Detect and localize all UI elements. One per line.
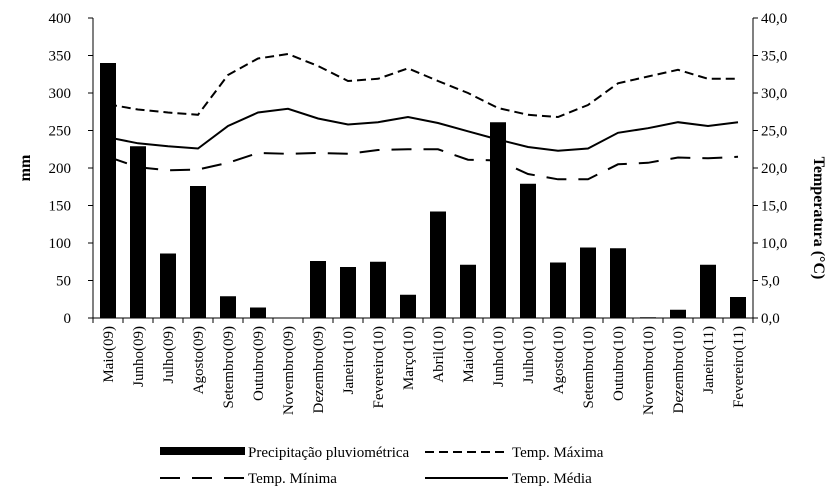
line-temp-minima xyxy=(107,148,739,181)
x-tick-label: Janeiro(10) xyxy=(341,326,357,394)
bar-julho-09 xyxy=(160,253,176,318)
bar-setembro-10 xyxy=(580,247,596,318)
bar-marco-10 xyxy=(400,294,416,318)
left-tick-label: 150 xyxy=(49,199,72,215)
left-tick-label: 0 xyxy=(64,311,72,327)
x-tick-label: Julho(10) xyxy=(521,326,537,384)
legend-label-temp-mean: Temp. Média xyxy=(512,471,592,487)
bar-setembro-09 xyxy=(220,296,236,318)
left-tick-label: 200 xyxy=(49,161,72,177)
bar-agosto-09 xyxy=(190,186,206,318)
legend-item-temp-min: Temp. Mínima xyxy=(160,471,337,487)
bar-dezembro-09 xyxy=(310,261,326,318)
left-tick-label: 50 xyxy=(56,274,71,290)
right-tick-label: 5,0 xyxy=(761,274,780,290)
line-temp-media xyxy=(107,107,739,152)
left-tick-label: 400 xyxy=(49,11,72,27)
right-tick-label: 30,0 xyxy=(761,86,787,102)
right-tick-label: 20,0 xyxy=(761,161,787,177)
tick-labels: 0 50 100 150 200 250 300 350 400 0,0 5,0 10,0 15,0 20… xyxy=(49,11,788,415)
bar-maio-10 xyxy=(460,264,476,318)
bar-novembro-10 xyxy=(640,317,656,318)
x-tick-label: Outubro(10) xyxy=(611,326,627,401)
right-tick-label: 0,0 xyxy=(761,311,780,327)
right-tick-label: 35,0 xyxy=(761,49,787,65)
left-tick-label: 250 xyxy=(49,124,72,140)
x-tick-label: Agosto(10) xyxy=(551,326,567,394)
bar-series xyxy=(100,63,746,318)
bar-outubro-09 xyxy=(250,307,266,318)
x-tick-label: Janeiro(11) xyxy=(701,326,717,394)
legend-item-precipitation: Precipitação pluviométrica xyxy=(160,445,410,461)
bar-fevereiro-11 xyxy=(730,297,746,318)
legend-label-temp-max: Temp. Máxima xyxy=(512,445,604,461)
line-temp-maxima xyxy=(107,52,738,119)
x-tick-label: Junho(09) xyxy=(131,326,147,387)
bar-dezembro-10 xyxy=(670,309,686,318)
bar-agosto-10 xyxy=(550,262,566,318)
right-tick-label: 40,0 xyxy=(761,11,787,27)
bar-janeiro-11 xyxy=(700,264,716,318)
legend-item-temp-max: Temp. Máxima xyxy=(425,445,604,461)
left-tick-label: 100 xyxy=(49,236,72,252)
legend-item-temp-mean: Temp. Média xyxy=(425,471,592,487)
x-tick-label: Agosto(09) xyxy=(191,326,207,394)
line-series xyxy=(107,52,739,181)
bar-abril-10 xyxy=(430,211,446,318)
x-tick-label: Dezembro(10) xyxy=(671,326,687,413)
x-tick-label: Maio(09) xyxy=(101,326,117,383)
x-tick-label: Abril(10) xyxy=(431,326,447,383)
x-tick-label: Junho(10) xyxy=(491,326,507,387)
right-axis-title: Temperatura (°C) xyxy=(810,157,827,280)
x-tick-label: Setembro(09) xyxy=(221,326,237,408)
bar-julho-10 xyxy=(520,183,536,318)
left-tick-label: 300 xyxy=(49,86,72,102)
right-tick-label: 15,0 xyxy=(761,199,787,215)
legend: Precipitação pluviométrica Temp. Máxima … xyxy=(160,445,604,487)
x-tick-label: Fevereiro(11) xyxy=(731,326,747,408)
bar-junho-10 xyxy=(490,122,506,318)
left-tick-label: 350 xyxy=(49,49,72,65)
legend-swatch-precipitation xyxy=(160,447,245,455)
bar-junho-09 xyxy=(130,146,146,318)
bar-janeiro-10 xyxy=(340,267,356,318)
x-tick-label: Fevereiro(10) xyxy=(371,326,387,408)
left-axis-title: mm xyxy=(17,154,34,181)
x-tick-label: Dezembro(09) xyxy=(311,326,327,413)
x-tick-label: Outubro(09) xyxy=(251,326,267,401)
bar-maio-09 xyxy=(100,63,116,318)
x-tick-label: Novembro(09) xyxy=(281,326,297,415)
legend-label-precipitation: Precipitação pluviométrica xyxy=(248,445,410,461)
x-tick-label: Setembro(10) xyxy=(581,326,597,408)
bar-outubro-10 xyxy=(610,248,626,318)
x-tick-label: Maio(10) xyxy=(461,326,477,383)
x-tick-label: Julho(09) xyxy=(161,326,177,384)
right-tick-label: 25,0 xyxy=(761,124,787,140)
x-tick-label: Março(10) xyxy=(401,326,417,390)
right-tick-label: 10,0 xyxy=(761,236,787,252)
legend-label-temp-min: Temp. Mínima xyxy=(248,471,337,487)
x-tick-label: Novembro(10) xyxy=(641,326,657,415)
bar-fevereiro-10 xyxy=(370,261,386,318)
